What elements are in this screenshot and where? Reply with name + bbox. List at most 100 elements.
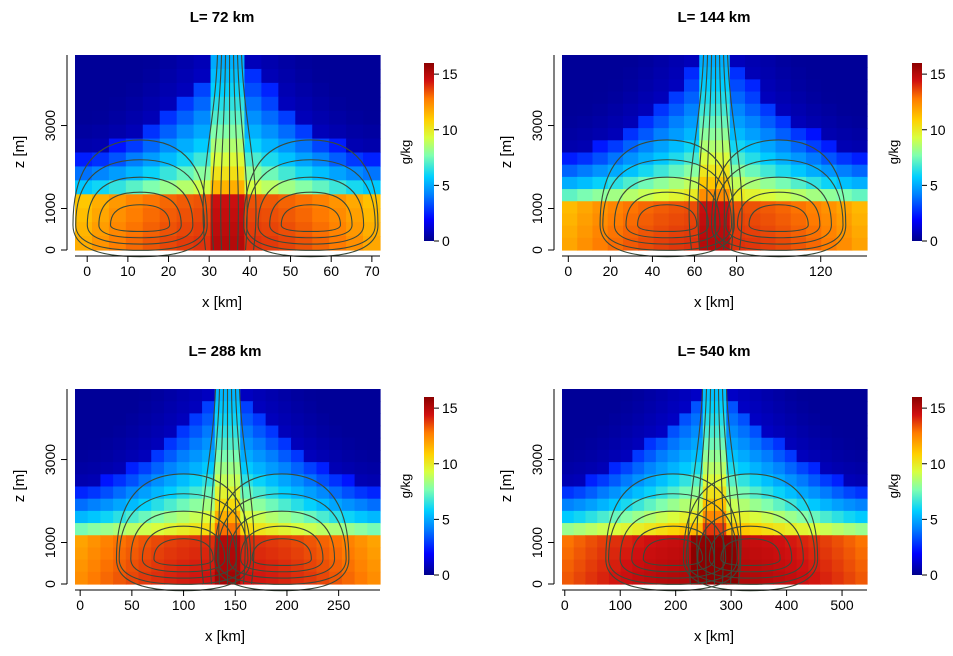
heatmap-cell bbox=[312, 222, 330, 237]
heatmap-cell bbox=[775, 115, 792, 129]
heatmap-cell bbox=[163, 559, 178, 573]
streamline-contour bbox=[141, 525, 226, 573]
heatmap-cell bbox=[240, 523, 254, 536]
heatmap-cell bbox=[278, 462, 292, 475]
heatmap-cell bbox=[354, 486, 368, 500]
heatmap-cell bbox=[714, 535, 727, 549]
heatmap-cell bbox=[278, 208, 296, 223]
heatmap-cell bbox=[312, 180, 330, 195]
heatmap-cell bbox=[227, 166, 246, 181]
heatmap-cell bbox=[303, 510, 318, 524]
heatmap-cell bbox=[295, 236, 313, 251]
heatmap-cell bbox=[75, 547, 89, 561]
heatmap-cell bbox=[100, 462, 114, 475]
heatmap-cell bbox=[261, 110, 279, 126]
heatmap-cell bbox=[655, 462, 669, 475]
heatmap-cell bbox=[278, 110, 296, 126]
heatmap-cell bbox=[312, 110, 330, 126]
heatmap-cell bbox=[363, 138, 381, 154]
streamline-contour bbox=[619, 510, 727, 579]
heatmap-cell bbox=[684, 55, 700, 68]
heatmap-cell bbox=[620, 462, 633, 475]
heatmap-cell bbox=[316, 425, 330, 439]
heatmap-cell bbox=[851, 189, 868, 202]
heatmap-cell bbox=[562, 498, 575, 512]
heatmap-cell bbox=[227, 389, 241, 402]
heatmap-cell bbox=[261, 55, 279, 70]
heatmap-cell bbox=[291, 437, 305, 451]
heatmap-cell bbox=[329, 222, 347, 237]
heatmap-cell bbox=[138, 462, 152, 475]
heatmap-cell bbox=[210, 194, 229, 209]
heatmap-cell bbox=[806, 225, 822, 239]
heatmap-cell bbox=[227, 110, 246, 126]
heatmap-cell bbox=[341, 474, 356, 488]
heatmap-cell bbox=[667, 559, 680, 573]
heatmap-cell bbox=[737, 437, 751, 451]
streamline-contour bbox=[602, 159, 733, 251]
heatmap-cell bbox=[808, 486, 821, 500]
streamline-contour bbox=[280, 204, 342, 233]
heatmap-cell bbox=[261, 96, 279, 112]
heatmap-cell bbox=[592, 189, 609, 202]
heatmap-cell bbox=[714, 413, 727, 427]
heatmap-cell bbox=[831, 523, 845, 536]
heatmap-cell bbox=[784, 389, 798, 402]
heatmap-cell bbox=[760, 91, 777, 105]
heatmap-cell bbox=[341, 462, 356, 475]
heatmap-cell bbox=[760, 79, 777, 93]
heatmap-cell bbox=[851, 225, 868, 239]
heatmap-cell bbox=[585, 559, 598, 573]
heatmap-cell bbox=[773, 389, 786, 402]
heatmap-cell bbox=[655, 547, 669, 561]
heatmap-cell bbox=[176, 68, 195, 84]
heatmap-cell bbox=[346, 96, 364, 112]
heatmap-cell bbox=[573, 510, 587, 524]
heatmap-cell bbox=[796, 401, 809, 414]
heatmap-cell bbox=[623, 189, 639, 202]
heatmap-cell bbox=[278, 124, 296, 140]
heatmap-cell bbox=[745, 164, 761, 178]
heatmap-cell bbox=[796, 486, 809, 500]
heatmap-cell bbox=[125, 55, 144, 70]
heatmap-cell bbox=[684, 213, 700, 227]
heatmap-cell bbox=[655, 523, 669, 536]
heatmap-cell bbox=[806, 176, 822, 190]
heatmap-cell bbox=[773, 437, 786, 451]
heatmap-cell bbox=[620, 437, 633, 451]
streamline-contour bbox=[115, 473, 252, 592]
heatmap-cell bbox=[125, 138, 144, 154]
heatmap-cell bbox=[176, 486, 190, 500]
heatmap-cell bbox=[163, 535, 178, 549]
heatmap-cell bbox=[585, 401, 598, 414]
heatmap-cell bbox=[573, 535, 587, 549]
heatmap-cell bbox=[784, 559, 798, 573]
heatmap-cell bbox=[577, 176, 594, 190]
heatmap-cell bbox=[638, 55, 655, 68]
colorbar-tick-label: 10 bbox=[442, 122, 458, 138]
heatmap-cell bbox=[75, 222, 93, 237]
heatmap-cell bbox=[329, 180, 347, 195]
heatmap-cell bbox=[608, 559, 622, 573]
heatmap-cell bbox=[855, 498, 868, 512]
heatmap-cell bbox=[714, 55, 731, 68]
heatmap-cell bbox=[163, 437, 178, 451]
heatmap-cell bbox=[749, 413, 763, 427]
heatmap-cell bbox=[75, 449, 89, 463]
heatmap-cell bbox=[113, 523, 127, 536]
heatmap-cell bbox=[163, 510, 178, 524]
heatmap-cell bbox=[820, 547, 833, 561]
streamline-contour bbox=[240, 525, 324, 573]
heatmap-cell bbox=[346, 124, 364, 140]
heatmap-cell bbox=[562, 225, 578, 239]
heatmap-cell bbox=[796, 413, 809, 427]
heatmap-cell bbox=[176, 138, 195, 154]
heatmap-cell bbox=[699, 115, 716, 129]
heatmap-cell bbox=[278, 401, 292, 414]
heatmap-cell bbox=[806, 213, 822, 227]
heatmap-cell bbox=[796, 389, 809, 402]
heatmap-cell bbox=[329, 559, 343, 573]
heatmap-cell bbox=[363, 124, 381, 140]
heatmap-cell bbox=[265, 462, 279, 475]
heatmap-cell bbox=[265, 425, 279, 439]
